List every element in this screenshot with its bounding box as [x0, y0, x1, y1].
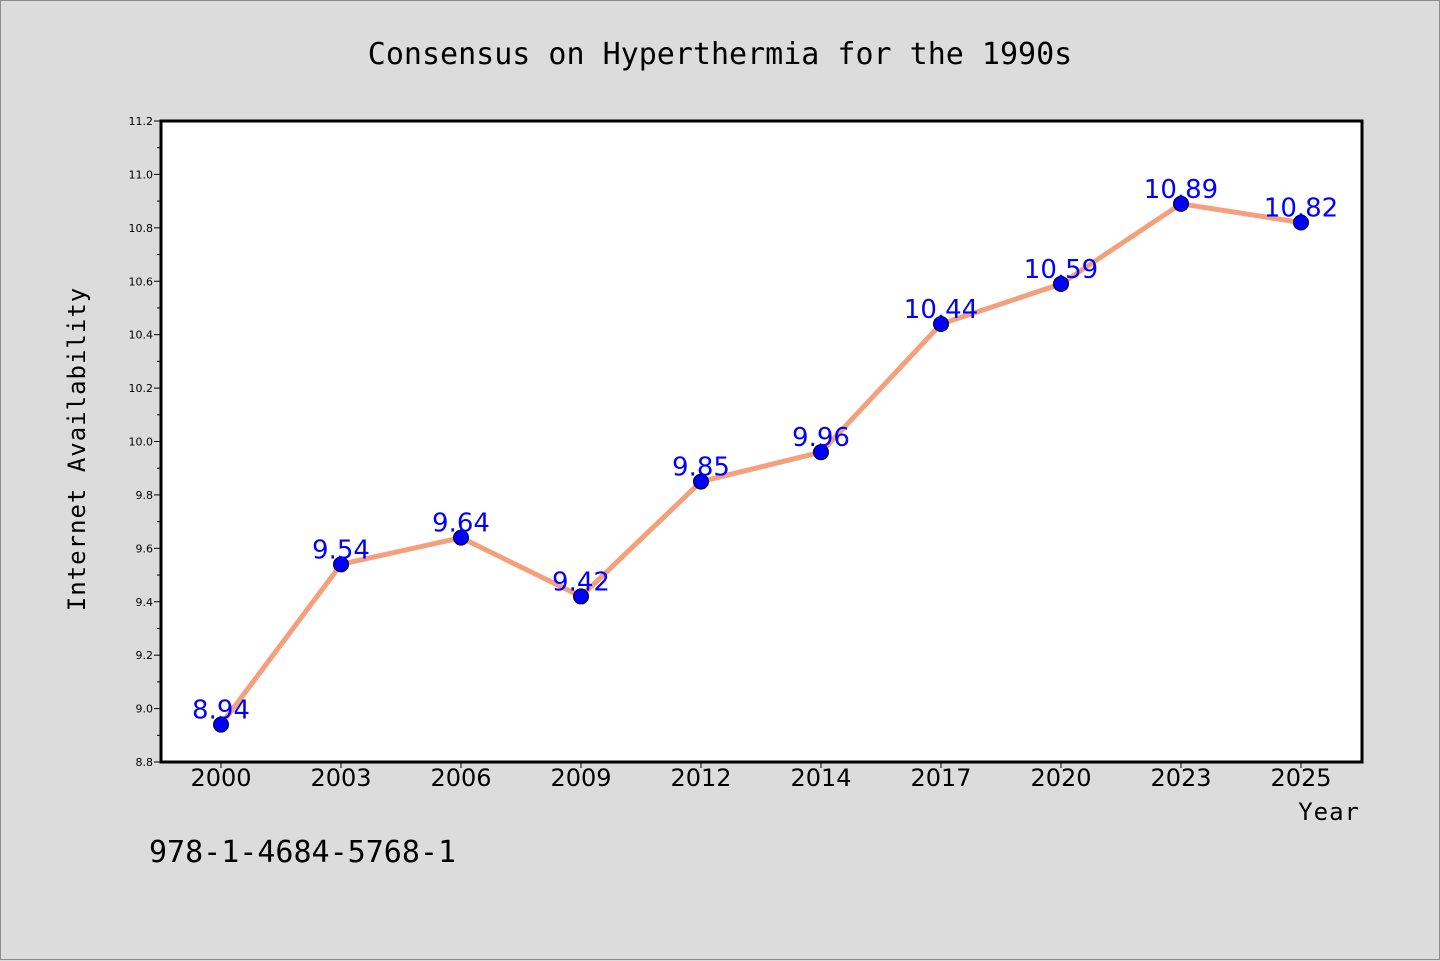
data-label: 9.64 — [432, 509, 490, 539]
y-tick-label: 9.2 — [136, 649, 154, 662]
footnote-isbn: 978-1-4684-5768-1 — [149, 835, 457, 870]
data-label: 9.54 — [312, 535, 370, 565]
x-tick-label: 2009 — [550, 764, 611, 792]
x-tick-label: 2000 — [190, 764, 251, 792]
plot-area — [159, 119, 1364, 764]
data-label: 9.85 — [672, 453, 730, 483]
x-tick-label: 2020 — [1030, 764, 1091, 792]
y-tick-label: 10.2 — [129, 382, 154, 395]
x-tick-label: 2006 — [430, 764, 491, 792]
y-tick-label: 8.8 — [136, 756, 154, 769]
series-layer: 8.94 9.54 9.64 9.42 9.85 9.96 10.44 10.59 10.89 1… — [192, 175, 1338, 733]
data-label: 9.42 — [552, 567, 610, 597]
series-line — [218, 201, 1304, 728]
data-point — [693, 473, 709, 490]
data-label: 10.59 — [1024, 255, 1098, 285]
data-label: 10.89 — [1144, 175, 1218, 205]
y-tick-label: 10.6 — [129, 275, 154, 288]
y-tick-label: 9.0 — [136, 703, 154, 716]
data-point — [213, 716, 229, 733]
x-tick-label: 2025 — [1270, 764, 1331, 792]
y-tick-label: 9.8 — [136, 489, 154, 502]
x-tick-label: 2023 — [1150, 764, 1211, 792]
x-tick-label: 2012 — [670, 764, 731, 792]
y-tick-label: 9.4 — [136, 596, 154, 609]
data-point — [453, 529, 469, 546]
y-tick-label: 11.0 — [129, 168, 154, 181]
y-tick-label: 10.0 — [129, 436, 154, 449]
data-point — [333, 556, 349, 573]
y-tick-label: 10.4 — [129, 329, 154, 342]
data-point — [813, 444, 829, 461]
chart-title: Consensus on Hyperthermia for the 1990s — [368, 37, 1072, 72]
data-label: 10.82 — [1264, 193, 1338, 223]
data-label: 9.96 — [792, 423, 850, 453]
x-axis-label: Year — [1298, 798, 1360, 826]
data-point — [1173, 195, 1189, 212]
x-tick-label: 2003 — [310, 764, 371, 792]
y-tick-label: 11.2 — [129, 115, 154, 128]
y-axis: 8.8 9.0 9.2 9.4 9.6 9.8 10.0 10.2 10.4 10.6 10.8 11… — [129, 115, 161, 769]
data-label: 8.94 — [192, 696, 250, 726]
y-tick-label: 10.8 — [129, 222, 154, 235]
x-tick-label: 2017 — [910, 764, 971, 792]
data-point — [1293, 214, 1309, 231]
data-label: 10.44 — [904, 295, 978, 325]
data-point — [933, 315, 949, 332]
y-tick-label: 9.6 — [136, 542, 154, 555]
data-point — [1053, 275, 1069, 292]
x-tick-label: 2014 — [790, 764, 851, 792]
y-axis-label: Internet Availability — [63, 287, 91, 611]
data-point — [573, 588, 589, 605]
x-axis: 2000 2003 2006 2009 2012 2014 2017 2020 2023 2025 — [190, 762, 1332, 792]
